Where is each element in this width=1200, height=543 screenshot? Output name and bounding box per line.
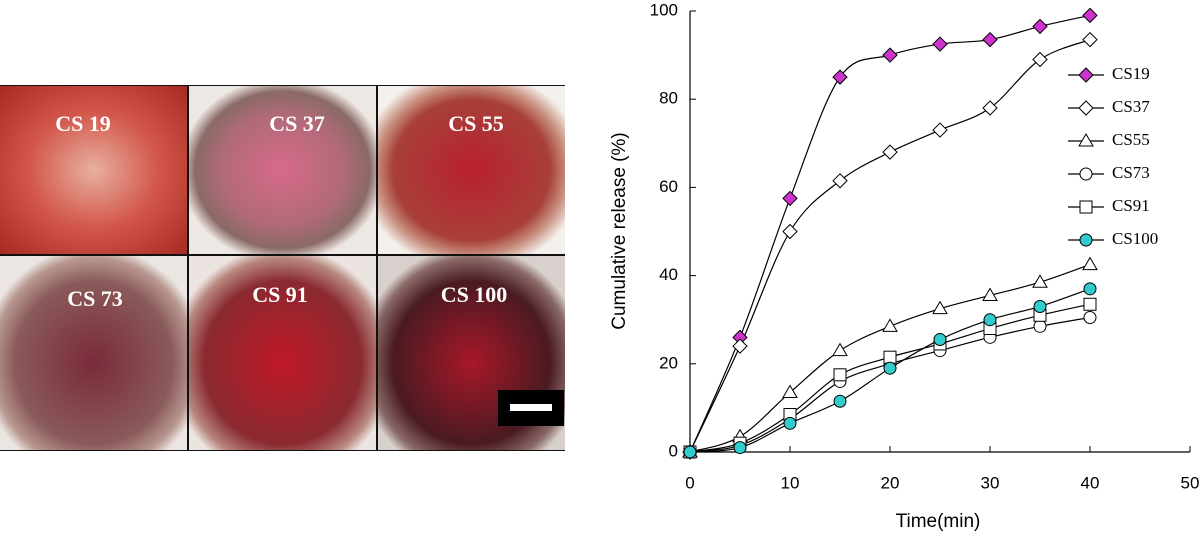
marker [882,318,898,332]
photo-grid: CS 19 CS 37 CS 55 CS 73 CS 91 CS 100 [0,85,565,451]
marker [1079,200,1093,214]
photo-label: CS 19 [55,111,111,136]
marker [1032,18,1048,35]
photo-label: CS 100 [441,282,508,307]
marker [732,338,748,354]
marker [932,122,948,138]
marker [1079,167,1093,181]
photo-label: CS 73 [67,286,123,311]
y-tick-label: 60 [659,177,678,196]
marker [1033,299,1047,313]
marker [1079,233,1093,247]
marker [1082,7,1098,24]
marker [1083,297,1097,311]
marker [1078,100,1094,116]
x-tick-label: 50 [1181,473,1200,492]
marker [1083,310,1097,324]
series-line [689,39,1091,453]
marker [1082,256,1098,271]
series-line [689,14,1091,453]
y-tick-label: 20 [659,353,678,372]
marker [883,350,897,364]
marker [1083,282,1097,296]
legend-label: CS37 [1112,97,1150,116]
marker [1033,319,1047,333]
legend-label: CS55 [1112,130,1150,149]
marker [1082,31,1098,48]
marker [832,69,848,85]
x-tick-label: 40 [1081,473,1100,492]
marker [883,361,897,375]
marker [982,31,998,48]
marker [1078,67,1094,83]
x-tick-label: 10 [781,473,800,492]
marker [882,47,898,63]
photo-label: CS 91 [252,282,308,307]
marker [1078,133,1094,147]
marker [982,287,998,301]
photo [189,256,376,450]
y-tick-label: 40 [659,265,678,284]
y-axis-label: Cumulative release (%) [609,132,630,329]
legend-label: CS100 [1112,229,1158,248]
marker [782,384,798,398]
x-axis-label: Time(min) [896,511,981,532]
y-tick-label: 100 [650,0,678,19]
series-line [689,316,1091,453]
photo-label: CS 37 [269,111,325,136]
scale-bar [510,404,552,411]
photo [378,86,565,254]
marker [882,144,898,160]
legend-label: CS91 [1112,196,1150,215]
marker [783,416,797,430]
marker [1032,51,1048,68]
photo [189,86,376,254]
marker [782,223,798,240]
marker [733,441,747,455]
x-tick-label: 0 [685,473,694,492]
photo [0,256,187,450]
marker [833,394,847,408]
marker [983,313,997,327]
marker [832,342,848,357]
marker [833,368,847,382]
y-tick-label: 0 [669,441,678,460]
legend-label: CS73 [1112,163,1150,182]
marker [782,190,798,207]
marker [932,36,948,52]
legend-label: CS19 [1112,64,1150,83]
marker [933,333,947,347]
marker [832,173,848,189]
marker [1032,274,1048,288]
y-tick-label: 80 [659,89,678,108]
marker [932,300,948,315]
photo [0,86,187,254]
marker [982,100,998,116]
marker [683,445,697,459]
x-tick-label: 30 [981,473,1000,492]
photo-label: CS 55 [448,111,504,136]
x-tick-label: 20 [881,473,900,492]
